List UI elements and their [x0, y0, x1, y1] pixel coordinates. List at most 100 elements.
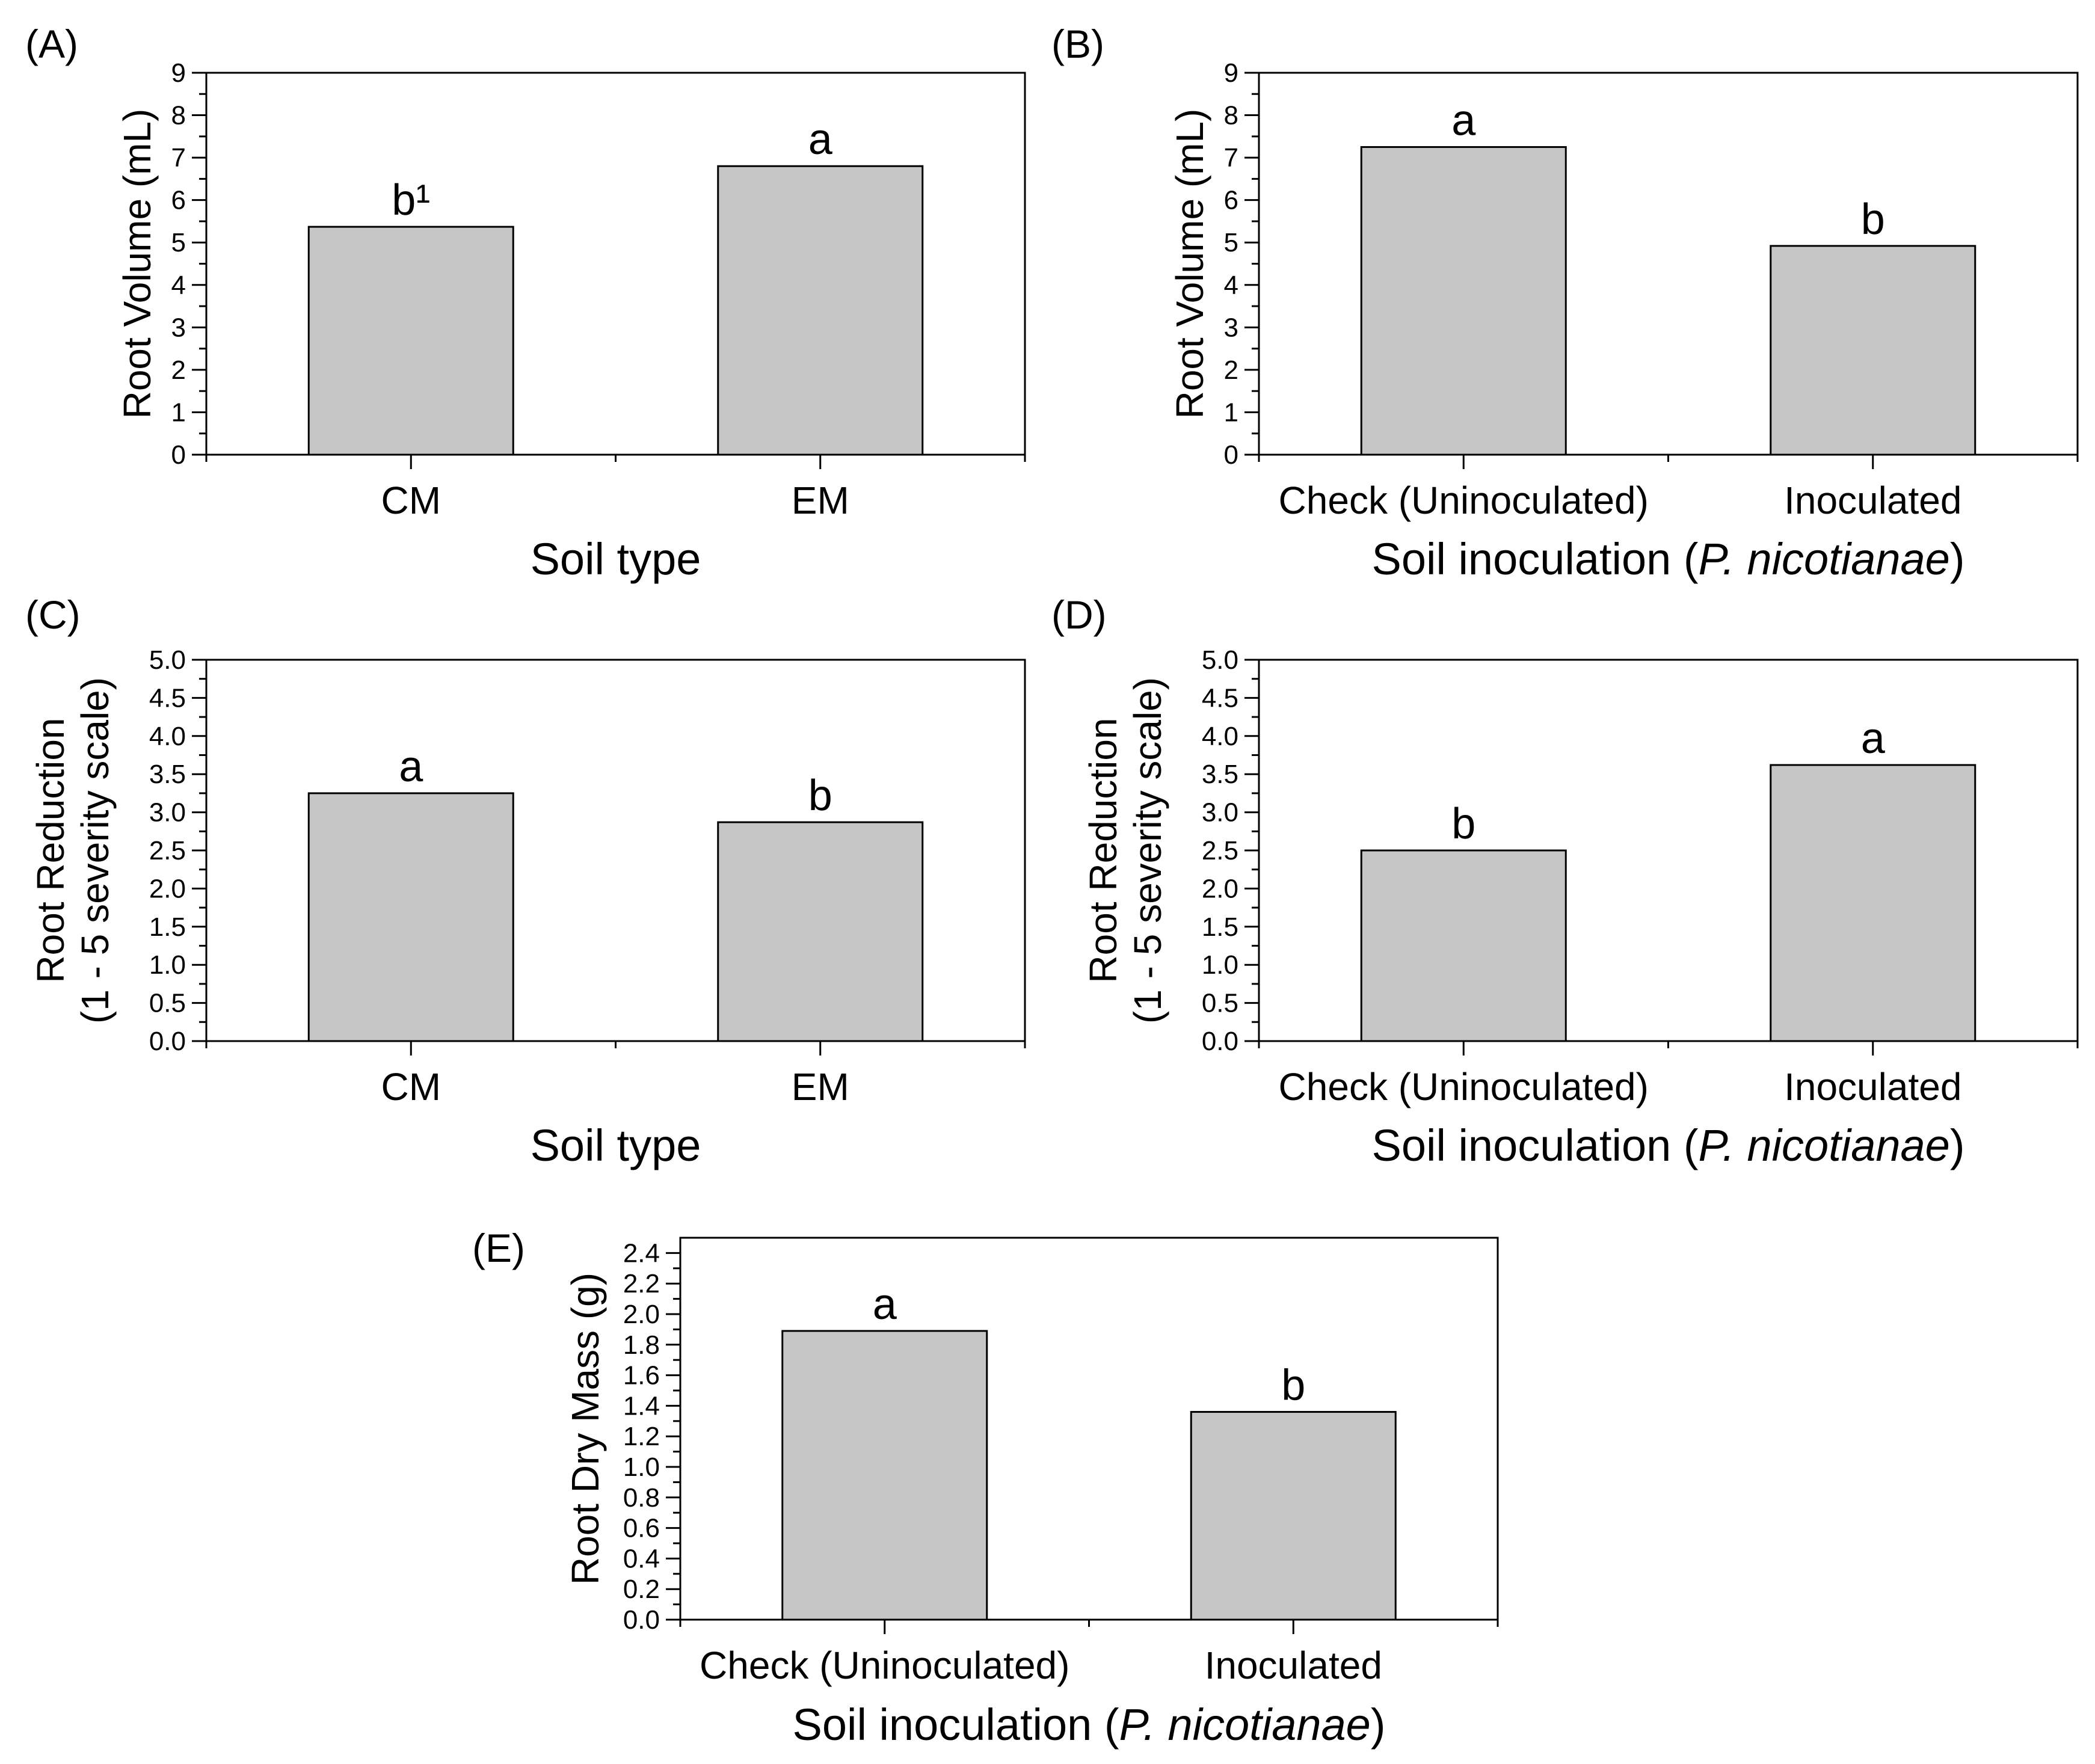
- y-tick-label: 1.0: [149, 950, 186, 980]
- y-tick-label: 3.0: [149, 798, 186, 828]
- bar-1: [307, 226, 514, 456]
- y-tick-label: 5: [1224, 228, 1238, 257]
- y-tick-label: 8: [1224, 101, 1238, 131]
- y-tick-label: 0.0: [149, 1027, 186, 1056]
- significance-label: b¹: [392, 176, 430, 224]
- y-tick-label: 0: [1224, 440, 1238, 470]
- chart-panel-3: (C) a b 0.0 0.5 1.0 1.5 2.0 2.5 3.0 3.5 4.0 4.5 5.0 CM…: [25, 592, 1026, 1170]
- x-category-label: Check (Uninoculated): [1279, 479, 1649, 522]
- x-axis-title-species: P. nicotianae: [1119, 1700, 1371, 1750]
- chart-panel-1: (A) b¹ a 0 1 2 3 4 5 6 7 8 9 CM EM Soil type Root Volume…: [25, 22, 1026, 584]
- y-axis-title: Root Volume (mL): [1168, 109, 1211, 419]
- x-axis-title-prefix: Soil inoculation (: [793, 1700, 1119, 1750]
- x-category-label: Inoculated: [1784, 1065, 1961, 1108]
- x-category-label: EM: [792, 1065, 849, 1108]
- chart-panel-4: (D) b a 0.0 0.5 1.0 1.5 2.0 2.5 3.0 3.5 4.0 4.5 5.0 Ch…: [1051, 592, 2079, 1170]
- y-tick-label: 6: [1224, 186, 1238, 215]
- x-axis-title: Soil type: [531, 534, 701, 584]
- bar-2: [1190, 1411, 1397, 1621]
- bar-2: [1770, 245, 1977, 456]
- y-tick-label: 5: [171, 228, 186, 257]
- significance-label: b: [1281, 1362, 1305, 1410]
- chart-panel-2: (B) a b 0 1 2 3 4 5 6 7 8 9 Check (Uninoculated) Inocu…: [1051, 22, 2079, 584]
- y-tick-label: 0.4: [623, 1544, 660, 1573]
- y-tick-label: 0.2: [623, 1575, 660, 1604]
- x-axis-title: Soil type: [531, 1120, 701, 1170]
- significance-label: a: [1451, 96, 1476, 144]
- y-tick-label: 4: [171, 271, 186, 300]
- y-tick-label: 3: [1224, 313, 1238, 342]
- y-tick-label: 1.0: [1202, 950, 1238, 980]
- y-tick-label: 3.5: [1202, 760, 1238, 789]
- y-tick-label: 4.5: [1202, 683, 1238, 713]
- y-tick-label: 1.6: [623, 1361, 660, 1391]
- y-tick-label: 9: [1224, 58, 1238, 88]
- x-category-label: Check (Uninoculated): [1279, 1065, 1649, 1108]
- x-category-label: Check (Uninoculated): [700, 1644, 1069, 1687]
- x-axis-title-species: P. nicotianae: [1699, 1120, 1950, 1170]
- x-axis-title-suffix: ): [1950, 534, 1965, 584]
- y-axis-title: Root Volume (mL): [115, 109, 159, 419]
- x-axis-title-suffix: ): [1950, 1120, 1965, 1170]
- y-tick-label: 2: [1224, 355, 1238, 385]
- y-tick-label: 5.0: [149, 645, 186, 675]
- y-axis-title-line2: (1 - 5 severity scale): [1126, 677, 1169, 1024]
- significance-label: b: [1861, 195, 1885, 244]
- significance-label: a: [808, 115, 833, 164]
- x-axis-title-prefix: Soil inoculation (: [1372, 534, 1699, 584]
- y-tick-label: 2.0: [1202, 874, 1238, 903]
- y-tick-label: 0.6: [623, 1514, 660, 1543]
- y-tick-label: 9: [171, 58, 186, 88]
- bar-1: [1360, 849, 1567, 1042]
- bar-2: [717, 821, 924, 1042]
- y-tick-label: 4.5: [149, 683, 186, 713]
- significance-label: b: [1451, 800, 1475, 848]
- chart-panel-5: (E)ab0.00.20.40.60.81.01.21.41.61.82.02.…: [472, 1226, 1499, 1750]
- y-tick-label: 0: [171, 440, 186, 470]
- y-tick-label: 1.2: [623, 1422, 660, 1451]
- y-tick-label: 2.4: [623, 1238, 660, 1268]
- x-category-label: EM: [792, 479, 849, 522]
- y-tick-label: 1.8: [623, 1330, 660, 1360]
- y-tick-label: 3.5: [149, 760, 186, 789]
- y-tick-label: 3: [171, 313, 186, 342]
- y-tick-label: 4.0: [149, 722, 186, 751]
- y-tick-label: 4.0: [1202, 722, 1238, 751]
- y-tick-label: 4: [1224, 271, 1238, 300]
- bar-2: [1770, 764, 1977, 1042]
- panel-label: (C): [25, 592, 81, 637]
- y-tick-label: 0.5: [1202, 989, 1238, 1018]
- y-axis-title-line1: Root Reduction: [1081, 718, 1125, 983]
- y-tick-label: 1: [1224, 398, 1238, 427]
- panel-label: (B): [1051, 22, 1104, 66]
- significance-label: a: [1861, 715, 1886, 763]
- bar-1: [1360, 146, 1567, 456]
- x-axis-title: Soil inoculation (P. nicotianae): [1372, 1120, 1965, 1170]
- x-axis-title-species: P. nicotianae: [1699, 534, 1950, 584]
- y-axis-title: Root Dry Mass (g): [564, 1273, 607, 1585]
- y-tick-label: 3.0: [1202, 798, 1238, 828]
- y-tick-label: 2.5: [149, 836, 186, 865]
- y-tick-label: 1.4: [623, 1391, 660, 1421]
- y-tick-label: 7: [1224, 143, 1238, 173]
- x-axis-title-suffix: ): [1371, 1700, 1386, 1750]
- x-category-label: CM: [381, 479, 441, 522]
- x-axis-title: Soil inoculation (P. nicotianae): [1372, 534, 1965, 584]
- y-tick-label: 5.0: [1202, 645, 1238, 675]
- x-axis-title: Soil inoculation (P. nicotianae): [793, 1700, 1386, 1750]
- y-tick-label: 2.0: [623, 1300, 660, 1329]
- panel-label: (A): [25, 22, 78, 66]
- x-axis-title-prefix: Soil inoculation (: [1372, 1120, 1699, 1170]
- panel-label: (D): [1051, 592, 1107, 637]
- significance-label: a: [873, 1280, 897, 1329]
- y-tick-label: 8: [171, 101, 186, 131]
- y-tick-label: 2.2: [623, 1269, 660, 1298]
- panel-label: (E): [472, 1226, 525, 1270]
- y-tick-label: 1: [171, 398, 186, 427]
- y-tick-label: 7: [171, 143, 186, 173]
- bar-1: [307, 792, 514, 1042]
- y-axis-title-line2: (1 - 5 severity scale): [73, 677, 117, 1024]
- y-tick-label: 1.5: [1202, 912, 1238, 942]
- y-tick-label: 2: [171, 355, 186, 385]
